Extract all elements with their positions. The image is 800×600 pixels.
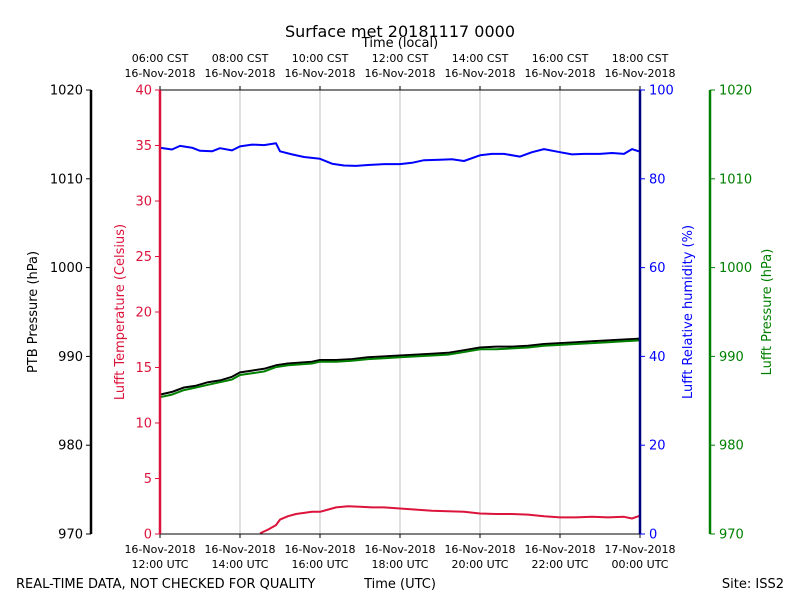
lufft-pressure-ticks: 970 980 990 1000 1010 1020 [710, 84, 752, 543]
humidity-tick-label: 20 [649, 439, 666, 454]
lufft-pressure-line [159, 339, 641, 399]
humidity-tick-label: 100 [649, 84, 674, 99]
bottom-tick-date: 17-Nov-2018 [604, 543, 675, 556]
humidity-tick-label: 40 [649, 350, 666, 365]
humidity-axis-label: Lufft Relative humidity (%) [681, 225, 696, 399]
bottom-tick-time: 22:00 UTC [531, 558, 588, 571]
lufft-pressure-tick-label: 1010 [719, 172, 752, 187]
ptb-pressure-line [159, 337, 641, 396]
ptb-pressure-tick-label: 1020 [50, 84, 83, 99]
ptb-pressure-tick-label: 1010 [50, 172, 83, 187]
ptb-pressure-ticks: 970 980 990 1000 1010 1020 [50, 84, 91, 543]
top-time-axis: 06:00 CST 16-Nov-2018 08:00 CST 16-Nov-2018… [124, 52, 676, 90]
top-tick-date: 16-Nov-2018 [284, 67, 355, 80]
quality-disclaimer: REAL-TIME DATA, NOT CHECKED FOR QUALITY [16, 577, 315, 592]
temperature-tick-label: 40 [135, 84, 152, 99]
ptb-pressure-tick-label: 980 [58, 439, 83, 454]
top-tick-time: 06:00 CST [132, 52, 189, 65]
ptb-pressure-tick-label: 990 [58, 350, 83, 365]
temperature-tick-label: 35 [135, 139, 152, 154]
top-tick-date: 16-Nov-2018 [524, 67, 595, 80]
x-axis-label: Time (UTC) [363, 577, 436, 592]
temperature-tick-label: 15 [135, 361, 152, 376]
top-tick-time: 10:00 CST [292, 52, 349, 65]
bottom-tick-date: 16-Nov-2018 [124, 543, 195, 556]
bottom-tick-date: 16-Nov-2018 [524, 543, 595, 556]
gridlines [239, 90, 561, 534]
top-tick-date: 16-Nov-2018 [604, 67, 675, 80]
data-series [159, 142, 641, 535]
temperature-tick-label: 25 [135, 250, 152, 265]
ptb-pressure-axis-label: PTB Pressure (hPa) [26, 251, 41, 373]
humidity-tick-label: 60 [649, 261, 666, 276]
chart-title: Surface met 20181117 0000 [285, 22, 515, 41]
temperature-ticks: 0 5 10 15 20 25 30 35 40 [135, 84, 160, 543]
top-tick-time: 12:00 CST [372, 52, 429, 65]
humidity-ticks: 0 20 40 60 80 100 [640, 84, 674, 543]
top-tick-time: 18:00 CST [612, 52, 669, 65]
bottom-tick-time: 12:00 UTC [131, 558, 188, 571]
ptb-pressure-tick-label: 970 [58, 528, 83, 543]
ptb-pressure-tick-label: 1000 [50, 261, 83, 276]
temperature-tick-label: 10 [135, 417, 152, 432]
lufft-pressure-tick-label: 990 [719, 350, 744, 365]
top-tick-date: 16-Nov-2018 [444, 67, 515, 80]
bottom-tick-date: 16-Nov-2018 [364, 543, 435, 556]
site-label: Site: ISS2 [722, 577, 784, 592]
bottom-tick-time: 14:00 UTC [211, 558, 268, 571]
temperature-tick-label: 20 [135, 306, 152, 321]
bottom-tick-date: 16-Nov-2018 [204, 543, 275, 556]
top-tick-date: 16-Nov-2018 [124, 67, 195, 80]
humidity-tick-label: 80 [649, 172, 666, 187]
top-tick-time: 14:00 CST [452, 52, 509, 65]
lufft-temperature-line [259, 505, 641, 535]
bottom-tick-time: 16:00 UTC [291, 558, 348, 571]
lufft-pressure-tick-label: 1020 [719, 84, 752, 99]
temperature-tick-label: 0 [144, 528, 152, 543]
lufft-pressure-tick-label: 1000 [719, 261, 752, 276]
top-tick-time: 16:00 CST [532, 52, 589, 65]
lufft-pressure-tick-label: 980 [719, 439, 744, 454]
humidity-tick-label: 0 [649, 528, 657, 543]
top-tick-time: 08:00 CST [212, 52, 269, 65]
lufft-relative-humidity-line [159, 142, 641, 167]
lufft-pressure-tick-label: 970 [719, 528, 744, 543]
top-tick-date: 16-Nov-2018 [204, 67, 275, 80]
top-tick-date: 16-Nov-2018 [364, 67, 435, 80]
lufft-pressure-axis-label: Lufft Pressure (hPa) [760, 249, 775, 376]
bottom-tick-date: 16-Nov-2018 [444, 543, 515, 556]
top-axis-label: Time (local) [361, 36, 438, 51]
bottom-tick-time: 18:00 UTC [371, 558, 428, 571]
temperature-tick-label: 30 [135, 195, 152, 210]
bottom-tick-time: 00:00 UTC [611, 558, 668, 571]
temperature-tick-label: 5 [144, 472, 152, 487]
bottom-time-axis: 16-Nov-2018 12:00 UTC 16-Nov-2018 14:00 UTC… [124, 534, 676, 571]
temperature-axis-label: Lufft Temperature (Celsius) [113, 224, 128, 400]
bottom-tick-date: 16-Nov-2018 [284, 543, 355, 556]
bottom-tick-time: 20:00 UTC [451, 558, 508, 571]
